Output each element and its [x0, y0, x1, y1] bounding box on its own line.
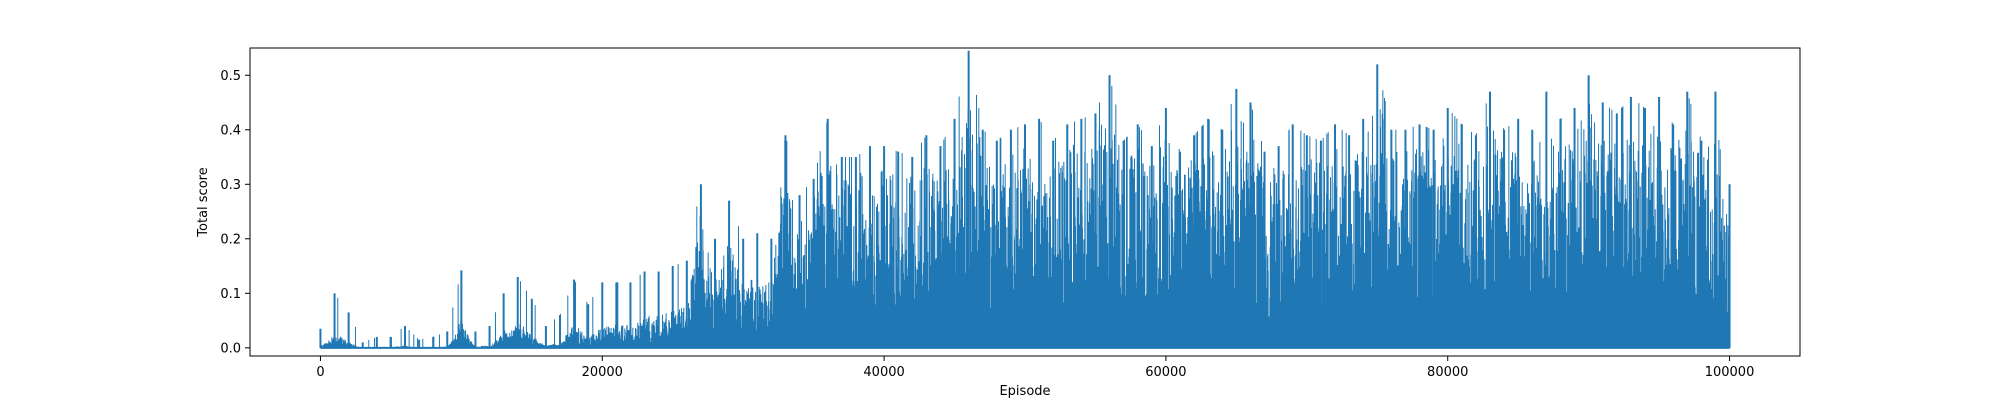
axes-layer: [249, 47, 1801, 357]
y-tick-label: 0.3: [220, 178, 241, 193]
x-tick-label: 0: [316, 365, 324, 380]
y-tick-label: 0.5: [220, 69, 241, 84]
y-tick-label: 0.0: [220, 341, 241, 356]
y-tick-label: 0.1: [220, 287, 241, 302]
y-axis-label: Total score: [196, 167, 211, 237]
x-tick-label: 80000: [1427, 365, 1468, 380]
x-tick-label: 100000: [1705, 365, 1755, 380]
x-tick-label: 40000: [863, 365, 904, 380]
x-tick-label: 20000: [582, 365, 623, 380]
x-axis-label: Episode: [999, 384, 1050, 399]
y-tick-label: 0.2: [220, 232, 241, 247]
series-layer: [319, 50, 1731, 349]
y-tick-label: 0.4: [220, 123, 241, 138]
x-axis-ticks: 0 20000 40000 60000 80000 100000: [316, 356, 1754, 380]
plot-frame: [249, 47, 1801, 357]
x-tick-label: 60000: [1145, 365, 1186, 380]
y-axis-ticks: 0.0 0.1 0.2 0.3 0.4 0.5: [220, 69, 250, 356]
